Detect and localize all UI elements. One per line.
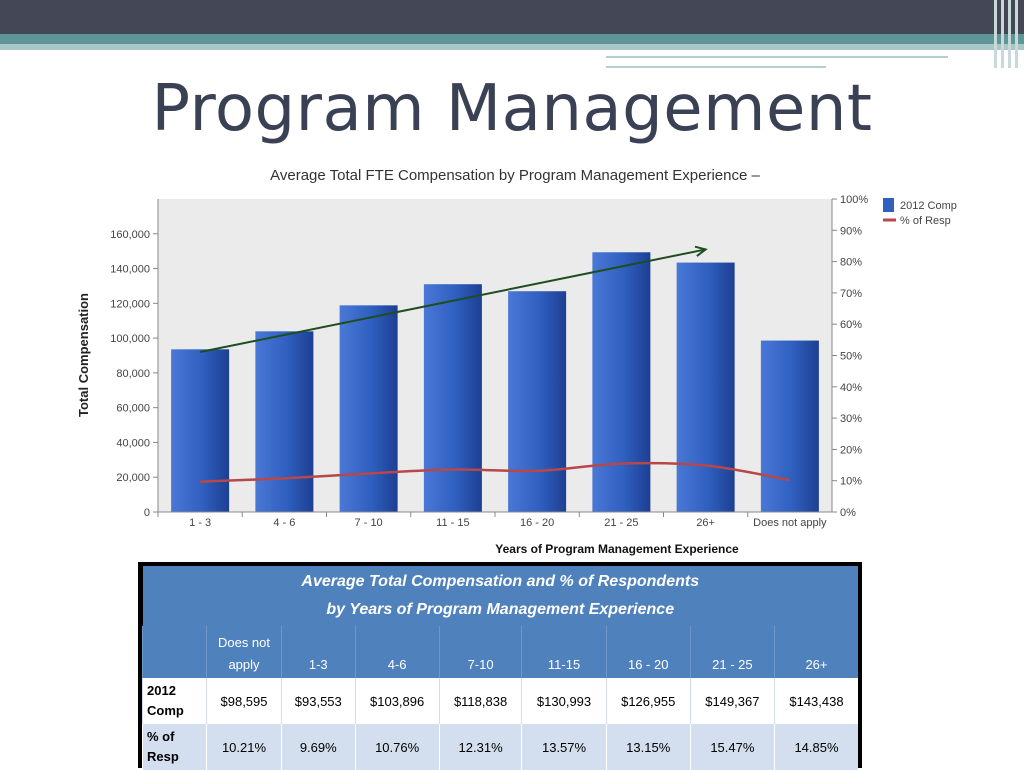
table-cell: 12.31% xyxy=(438,724,522,770)
y2-tick-label: 30% xyxy=(840,413,862,425)
x-tick-label: 16 - 20 xyxy=(520,517,554,529)
bar xyxy=(760,340,819,512)
x-tick-label: 4 - 6 xyxy=(273,517,295,529)
table-cell: 9.69% xyxy=(281,724,356,770)
table-header-cell: 11-15 xyxy=(521,626,607,678)
x-tick-label: Does not apply xyxy=(753,517,827,529)
slide-title: Program Management xyxy=(151,72,873,146)
x-tick-label: 26+ xyxy=(696,517,715,529)
row-label: % of Resp xyxy=(142,724,207,770)
trend-arrow-head xyxy=(694,245,708,257)
y2-tick-label: 60% xyxy=(840,319,862,331)
y2-tick-label: 40% xyxy=(840,382,862,394)
table-caption: Average Total Compensation and % of Resp… xyxy=(142,566,858,626)
legend-label: 2012 Comp xyxy=(900,200,957,212)
table-cell: 10.21% xyxy=(206,724,282,770)
x-tick-label: 21 - 25 xyxy=(604,517,638,529)
data-table: Average Total Compensation and % of Resp… xyxy=(138,562,862,770)
y2-tick-label: 70% xyxy=(840,288,862,300)
chart-title: Average Total FTE Compensation by Progra… xyxy=(270,167,760,184)
y-tick-label: 80,000 xyxy=(116,368,150,380)
y-tick-label: 100,000 xyxy=(110,333,150,345)
y-tick-label: 60,000 xyxy=(116,403,150,415)
row-label: 2012 Comp xyxy=(142,678,207,724)
compensation-chart: Average Total FTE Compensation by Progra… xyxy=(76,167,957,556)
y2-tick-label: 80% xyxy=(840,257,862,269)
legend-label: % of Resp xyxy=(900,215,951,227)
bar xyxy=(423,284,482,512)
top-banner xyxy=(0,0,1024,34)
bar xyxy=(255,331,314,512)
decor-line xyxy=(606,56,948,58)
x-tick-label: 11 - 15 xyxy=(436,517,469,529)
y2-tick-label: 10% xyxy=(840,476,862,488)
top-accent-stripe-light xyxy=(0,44,1024,50)
bar xyxy=(171,349,230,512)
y-tick-label: 120,000 xyxy=(110,298,150,310)
table-cell: 10.76% xyxy=(354,724,440,770)
table-header-cell: 1-3 xyxy=(281,626,356,678)
y-tick-label: 40,000 xyxy=(116,437,150,449)
table-header-cell: 21 - 25 xyxy=(689,626,775,678)
table-cell: $126,955 xyxy=(605,678,691,724)
series-line-pct-resp xyxy=(200,461,791,483)
decor-bars xyxy=(990,0,1024,68)
y-tick-label: 0 xyxy=(144,507,150,519)
chart-legend: 2012 Comp % of Resp xyxy=(883,198,957,227)
y2-tick-label: 0% xyxy=(840,507,856,519)
y-tick-label: 140,000 xyxy=(110,264,150,276)
decor-line xyxy=(606,66,826,68)
table-header-cell: 4-6 xyxy=(354,626,440,678)
table-caption-line1: Average Total Compensation and % of Resp… xyxy=(301,573,700,590)
table-cell: $143,438 xyxy=(773,678,858,724)
y2-tick-label: 100% xyxy=(840,194,868,206)
x-tick-label: 1 - 3 xyxy=(189,517,211,529)
y2-tick-label: 90% xyxy=(840,225,862,237)
table-row: 2012 Comp $98,595 $93,553 $103,896 $118,… xyxy=(142,678,858,724)
table-row: % of Resp 10.21% 9.69% 10.76% 12.31% 13.… xyxy=(142,724,858,770)
y2-tick-label: 20% xyxy=(840,444,862,456)
x-axis-title: Years of Program Management Experience xyxy=(495,542,739,556)
table-header-cell: 16 - 20 xyxy=(605,626,691,678)
legend-swatch-bar xyxy=(883,198,894,212)
table-header-cell xyxy=(142,626,207,678)
table-header-cell: Does not apply xyxy=(206,626,282,678)
table-cell: 14.85% xyxy=(773,724,858,770)
table-cell: $118,838 xyxy=(438,678,522,724)
bar xyxy=(508,291,567,512)
bar xyxy=(339,305,398,512)
y-tick-label: 160,000 xyxy=(110,229,150,241)
table-caption-line2: by Years of Program Management Experienc… xyxy=(326,601,675,618)
table-cell: $103,896 xyxy=(354,678,440,724)
trend-arrow xyxy=(199,248,706,354)
y-axis-title: Total Compensation xyxy=(76,293,91,417)
table-cell: $93,553 xyxy=(281,678,356,724)
table-cell: 13.15% xyxy=(605,724,691,770)
table-header-row: Does not apply 1-3 4-6 7-10 11-15 16 - 2… xyxy=(142,626,858,678)
table-cell: 13.57% xyxy=(521,724,607,770)
table-header-cell: 7-10 xyxy=(438,626,522,678)
table-cell: $98,595 xyxy=(206,678,282,724)
table-header-cell: 26+ xyxy=(773,626,858,678)
y2-tick-label: 50% xyxy=(840,351,862,363)
table-cell: $130,993 xyxy=(521,678,607,724)
bar xyxy=(676,262,735,512)
table-cell: 15.47% xyxy=(689,724,775,770)
y-tick-label: 20,000 xyxy=(116,472,150,484)
table-cell: $149,367 xyxy=(689,678,775,724)
x-tick-label: 7 - 10 xyxy=(355,517,383,529)
bar xyxy=(592,252,651,512)
